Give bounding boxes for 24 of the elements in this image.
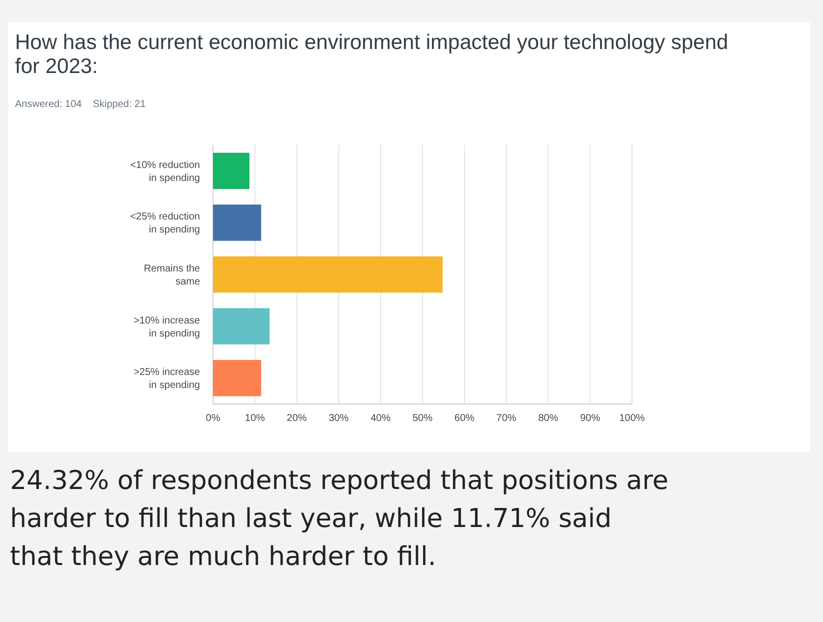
x-tick-label: 60% <box>454 413 475 424</box>
x-tick-label: 20% <box>286 413 307 424</box>
x-tick-label: 50% <box>412 413 433 424</box>
text: Answered: 104 Skipped: 21 <box>15 99 146 110</box>
text: 24.32% of respondents reported that positions are harder to fill than last year, while 11.71% said that they are much harder to fill. <box>10 466 668 572</box>
y-tick-label: Remains the same <box>144 264 200 288</box>
x-tick-label: 70% <box>496 413 516 424</box>
chart-title: How has the current economic environment impacted your technology spend for 2023: <box>15 31 728 78</box>
bar <box>213 308 270 344</box>
x-tick-label: 30% <box>328 413 349 424</box>
y-tick-label: >25% increase in spending <box>134 367 200 392</box>
bar <box>213 152 250 190</box>
x-tick-label: 100% <box>619 413 645 424</box>
y-tick-label: <25% reduction in spending <box>130 212 200 236</box>
x-tick-label: 40% <box>370 413 391 424</box>
bar <box>213 204 262 241</box>
y-tick-label: >10% increase in spending <box>134 315 200 340</box>
y-tick-label: <10% reduction in spending <box>130 160 200 184</box>
x-tick-label: 80% <box>538 413 558 424</box>
bar <box>213 256 443 293</box>
x-tick-label: 10% <box>244 413 266 424</box>
bar <box>213 360 262 396</box>
x-tick-label: 0% <box>206 413 220 424</box>
x-tick-label: 90% <box>580 413 600 424</box>
